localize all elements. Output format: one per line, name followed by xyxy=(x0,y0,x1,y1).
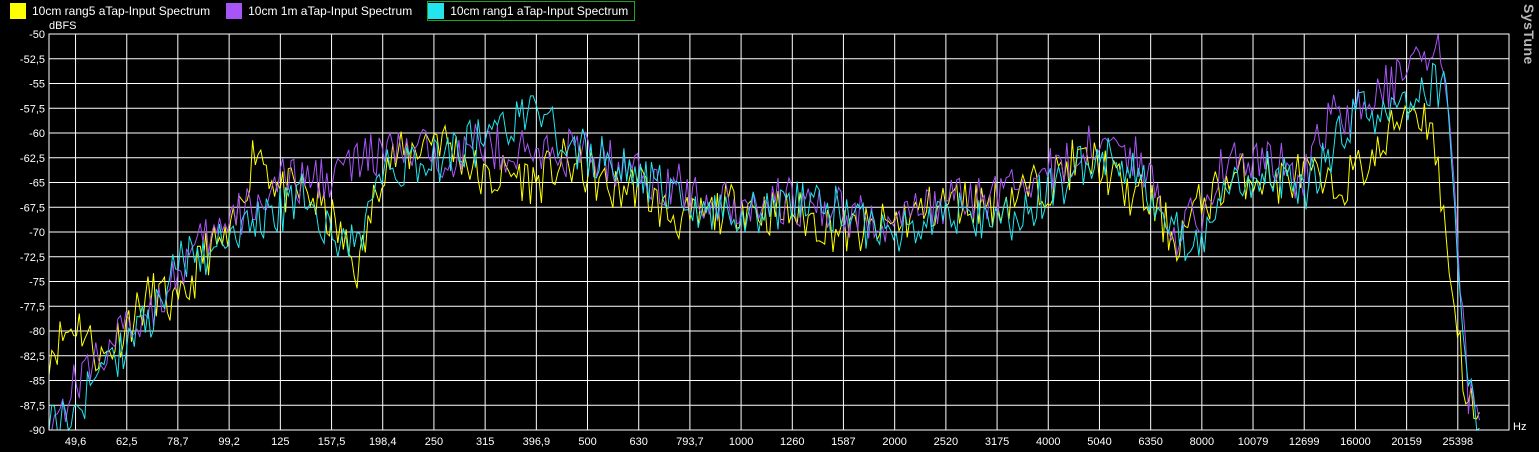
legend-item-1m[interactable]: 10cm 1m aTap-Input Spectrum xyxy=(226,2,418,20)
x-tick-label: 198,4 xyxy=(369,436,397,448)
x-tick-label: 20159 xyxy=(1391,436,1422,448)
y-tick-label: -77,5 xyxy=(20,301,45,313)
brand-logo: SysTune xyxy=(1521,4,1537,65)
x-tick-label: 25398 xyxy=(1443,436,1474,448)
x-axis-unit: Hz xyxy=(1513,421,1526,433)
x-tick-label: 157,5 xyxy=(318,436,346,448)
legend: 10cm rang5 aTap-Input Spectrum 10cm 1m a… xyxy=(0,0,636,22)
legend-label-1m: 10cm 1m aTap-Input Spectrum xyxy=(248,4,413,18)
y-tick-label: -57,5 xyxy=(20,103,45,115)
y-tick-label: -67,5 xyxy=(20,202,45,214)
x-tick-label: 1000 xyxy=(729,436,753,448)
plot-frame xyxy=(48,33,1510,431)
series-lines xyxy=(48,33,1480,432)
x-tick-label: 8000 xyxy=(1190,436,1214,448)
y-tick-label: -90 xyxy=(29,425,45,437)
x-tick-label: 250 xyxy=(425,436,443,448)
series-line-rang5 xyxy=(48,103,1480,420)
legend-swatch-rang1 xyxy=(428,3,445,19)
legend-swatch-rang5 xyxy=(10,3,26,19)
x-tick-label: 630 xyxy=(630,436,648,448)
legend-item-rang1[interactable]: 10cm rang1 aTap-Input Spectrum xyxy=(427,1,636,21)
x-tick-label: 99,2 xyxy=(218,436,239,448)
y-tick-label: -65 xyxy=(29,178,45,190)
y-tick-label: -80 xyxy=(29,326,45,338)
x-tick-label: 1260 xyxy=(780,436,804,448)
y-tick-label: -75 xyxy=(29,277,45,289)
y-tick-label: -72,5 xyxy=(20,252,45,264)
y-tick-label: -50 xyxy=(29,29,45,41)
series-line-rang1 xyxy=(48,62,1480,432)
x-tick-label: 62,5 xyxy=(116,436,137,448)
x-tick-label: 396,9 xyxy=(523,436,551,448)
x-tick-label: 12699 xyxy=(1289,436,1320,448)
y-tick-label: -52,5 xyxy=(20,54,45,66)
grid xyxy=(49,33,1509,431)
y-tick-label: -87,5 xyxy=(20,400,45,412)
x-tick-label: 793,7 xyxy=(676,436,704,448)
x-tick-label: 16000 xyxy=(1340,436,1371,448)
legend-swatch-1m xyxy=(226,3,243,19)
axis-ticks: -50 -52,5 -55 -57,5 -60 -62,5 -65 -67,5 -70 -72,5… xyxy=(20,29,1473,448)
x-tick-label: 78,7 xyxy=(167,436,188,448)
x-tick-label: 6350 xyxy=(1138,436,1162,448)
x-tick-label: 49,6 xyxy=(65,436,86,448)
legend-label-rang5: 10cm rang5 aTap-Input Spectrum xyxy=(32,4,211,18)
y-tick-label: -70 xyxy=(29,227,45,239)
legend-item-rang5[interactable]: 10cm rang5 aTap-Input Spectrum xyxy=(10,2,216,20)
x-tick-label: 3175 xyxy=(985,436,1009,448)
x-tick-label: 10079 xyxy=(1238,436,1269,448)
x-tick-label: 315 xyxy=(476,436,494,448)
legend-label-rang1: 10cm rang1 aTap-Input Spectrum xyxy=(450,4,629,18)
x-tick-label: 1587 xyxy=(831,436,855,448)
x-tick-label: 500 xyxy=(578,436,596,448)
y-tick-label: -60 xyxy=(29,128,45,140)
y-axis-unit: dBFS xyxy=(49,20,77,32)
series-line-1m xyxy=(49,33,1480,431)
y-tick-label: -55 xyxy=(29,79,45,91)
y-tick-label: -62,5 xyxy=(20,153,45,165)
y-tick-label: -85 xyxy=(29,376,45,388)
x-tick-label: 2520 xyxy=(934,436,958,448)
x-tick-label: 125 xyxy=(271,436,289,448)
x-tick-label: 4000 xyxy=(1036,436,1060,448)
x-tick-label: 2000 xyxy=(882,436,906,448)
x-tick-label: 5040 xyxy=(1087,436,1111,448)
y-tick-label: -82,5 xyxy=(20,351,45,363)
